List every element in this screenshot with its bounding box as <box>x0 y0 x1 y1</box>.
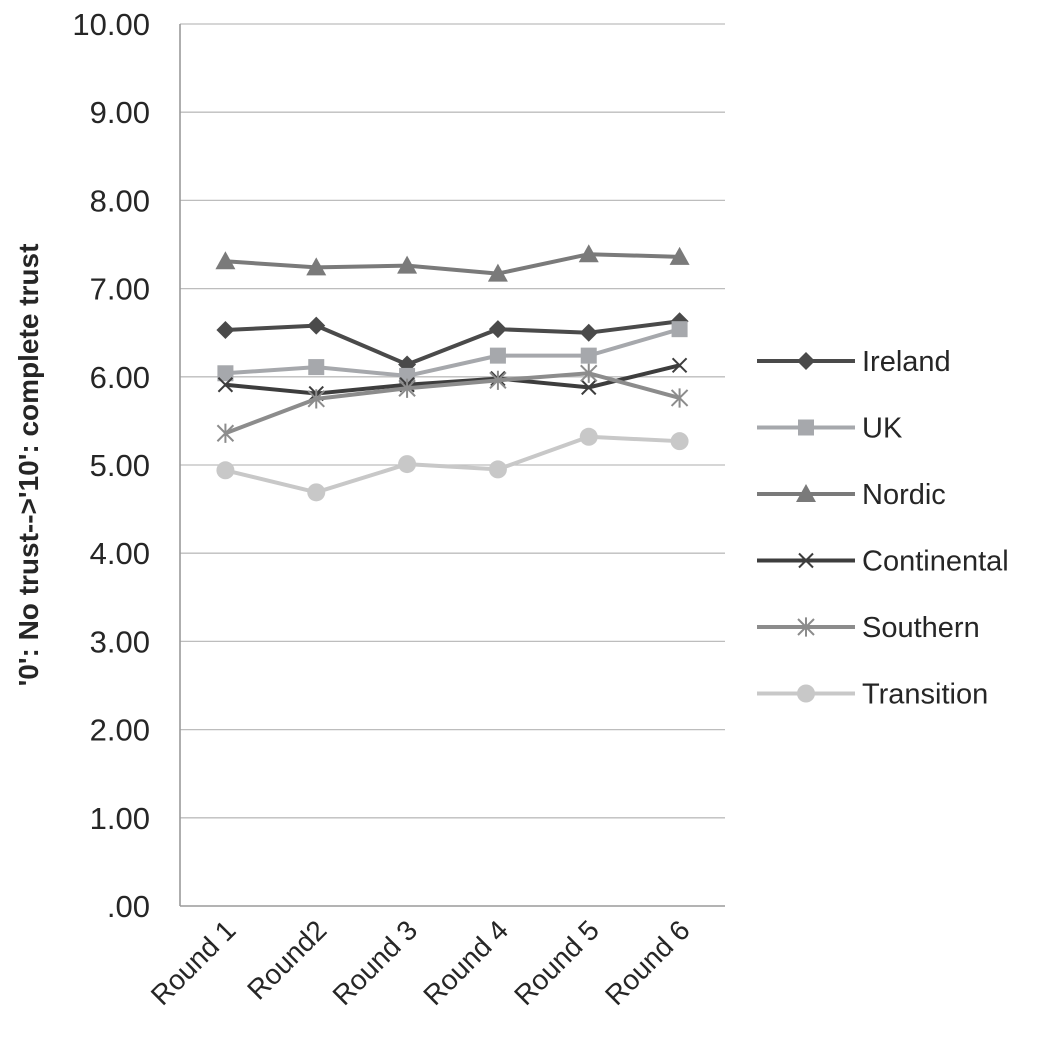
legend-marker-ireland <box>797 352 815 370</box>
legend-label: Transition <box>862 679 988 711</box>
data-point-southern <box>489 370 507 390</box>
y-tick-label: 3.00 <box>90 624 150 659</box>
data-point-southern <box>216 423 235 443</box>
series-nordic <box>215 244 690 282</box>
data-point-ireland <box>488 320 507 339</box>
y-tick-label: 1.00 <box>90 801 150 836</box>
y-tick-label: 5.00 <box>90 448 150 483</box>
legend-label: Nordic <box>862 479 946 511</box>
data-point-transition <box>670 432 689 451</box>
series-line-transition <box>224 434 680 495</box>
data-point-ireland <box>307 316 326 335</box>
legend-label: Southern <box>862 612 980 644</box>
legend-marker-southern <box>797 617 815 637</box>
data-point-nordic <box>487 263 508 282</box>
x-tick-label: Round 4 <box>417 914 514 1011</box>
data-point-transition <box>307 483 326 502</box>
data-point-ireland <box>579 323 598 342</box>
series-transition <box>216 427 689 502</box>
series-line-southern <box>224 371 681 436</box>
legend-item-ireland: Ireland <box>757 346 951 378</box>
data-point-continental <box>217 377 234 393</box>
y-tick-label: 2.00 <box>90 713 150 748</box>
data-point-transition <box>216 461 235 480</box>
series-line-continental <box>225 363 681 396</box>
data-point-ireland <box>216 321 235 340</box>
legend-item-uk: UK <box>757 413 903 445</box>
legend-item-transition: Transition <box>757 679 988 711</box>
series-line-ireland <box>225 319 680 367</box>
data-point-uk <box>489 347 506 364</box>
data-point-southern <box>398 378 416 398</box>
y-tick-label: 4.00 <box>90 536 150 571</box>
y-tick-label: 9.00 <box>90 95 150 130</box>
data-point-nordic <box>306 257 327 276</box>
data-point-uk <box>580 347 597 364</box>
data-point-nordic <box>669 246 690 265</box>
data-point-continental <box>671 357 688 374</box>
data-point-nordic <box>578 244 599 263</box>
data-point-transition <box>488 460 507 479</box>
legend-marker-nordic <box>796 484 816 502</box>
legend-item-southern: Southern <box>757 612 980 644</box>
legend-label: Ireland <box>862 346 951 378</box>
x-tick-label: Round2 <box>241 914 332 1005</box>
y-tick-label: 10.00 <box>72 7 150 42</box>
series-lines <box>215 244 690 502</box>
legend-item-continental: Continental <box>757 546 1009 578</box>
y-tick-label: 8.00 <box>90 183 150 218</box>
legend: Ireland UK Nordic Continental Southern Transi… <box>757 346 1009 711</box>
x-tick-label: Round 1 <box>145 914 242 1011</box>
data-point-southern <box>580 363 598 383</box>
legend-marker-uk <box>798 419 814 436</box>
x-tick-label: Round 5 <box>508 914 605 1011</box>
series-line-uk <box>225 327 681 378</box>
y-tick-label: .00 <box>107 889 150 924</box>
data-point-nordic <box>397 255 418 274</box>
data-point-transition <box>398 455 417 474</box>
data-point-uk <box>308 359 325 376</box>
legend-marker-continental <box>798 552 814 569</box>
legend-label: Continental <box>862 546 1009 578</box>
legend-label: UK <box>862 413 903 445</box>
y-axis-ticks: .00 1.00 2.00 3.00 4.00 5.00 6.00 7.00 8.00 9.00 1… <box>72 7 150 924</box>
series-line-nordic <box>225 252 680 276</box>
x-tick-label: Round 3 <box>327 914 424 1011</box>
y-tick-label: 7.00 <box>90 272 150 307</box>
x-tick-label: Round 6 <box>599 914 696 1011</box>
legend-item-nordic: Nordic <box>757 479 946 511</box>
series-southern <box>216 363 689 443</box>
data-point-transition <box>579 427 598 446</box>
y-tick-label: 6.00 <box>90 360 150 395</box>
data-point-uk <box>671 321 688 338</box>
y-axis-label: '0': No trust-->'10': complete trust <box>13 244 44 687</box>
data-point-southern <box>670 388 689 408</box>
data-point-uk <box>217 365 234 382</box>
data-point-nordic <box>215 251 236 270</box>
legend-marker-transition <box>797 684 815 703</box>
data-point-southern <box>307 389 325 409</box>
data-point-continental <box>581 379 597 396</box>
